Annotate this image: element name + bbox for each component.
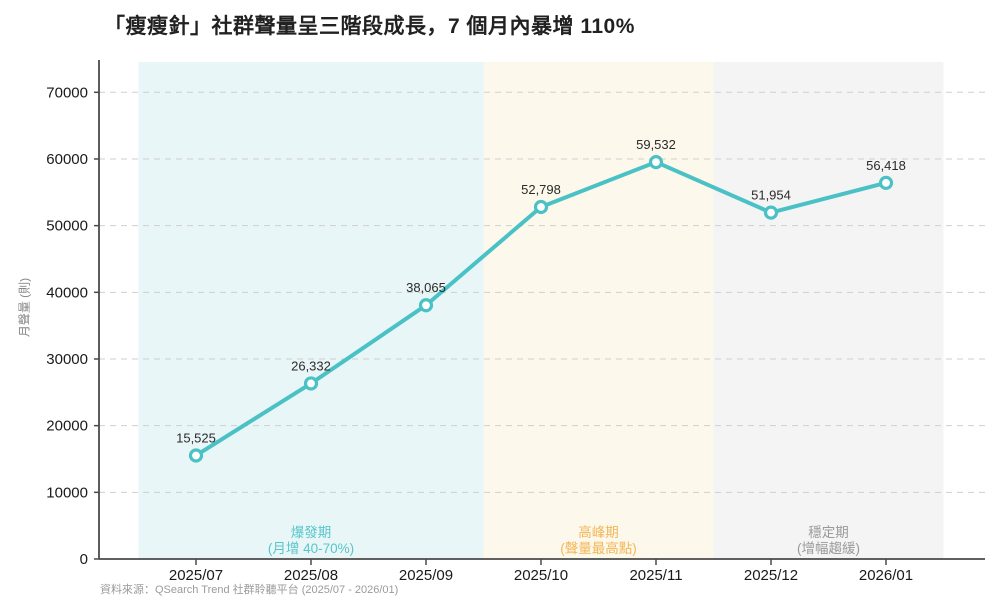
x-tick-label: 2026/01 bbox=[859, 567, 913, 584]
x-tick-label: 2025/07 bbox=[169, 567, 223, 584]
phase-sublabel: (增幅趨緩) bbox=[797, 541, 860, 556]
x-tick-label: 2025/11 bbox=[629, 567, 682, 584]
x-tick-label: 2025/10 bbox=[514, 567, 568, 584]
data-point-marker[interactable] bbox=[188, 448, 204, 463]
phase-band bbox=[483, 62, 714, 559]
data-point-marker[interactable] bbox=[878, 175, 894, 190]
data-point-label: 51,954 bbox=[751, 188, 791, 203]
phase-label: 爆發期 bbox=[291, 525, 332, 540]
y-tick-label: 20000 bbox=[46, 418, 88, 435]
data-point-label: 26,332 bbox=[291, 358, 331, 373]
data-point-marker[interactable] bbox=[418, 298, 434, 313]
data-point-marker[interactable] bbox=[763, 205, 779, 220]
page-title: 「瘦瘦針」社群聲量呈三階段成長，7 個月內暴增 110% bbox=[104, 15, 635, 38]
data-point-label: 59,532 bbox=[636, 137, 676, 152]
phase-band bbox=[138, 62, 484, 559]
x-tick-label: 2025/12 bbox=[744, 567, 798, 584]
y-tick-label: 30000 bbox=[46, 351, 88, 368]
phase-sublabel: (聲量最高點) bbox=[560, 540, 637, 556]
phase-sublabel: (月增 40-70%) bbox=[268, 541, 354, 556]
y-tick-label: 50000 bbox=[46, 218, 88, 235]
data-point-label: 15,525 bbox=[176, 430, 216, 445]
data-point-label: 56,418 bbox=[866, 158, 906, 173]
y-tick-label: 60000 bbox=[46, 151, 88, 168]
data-point-label: 52,798 bbox=[521, 182, 561, 197]
y-tick-label: 70000 bbox=[46, 84, 88, 101]
phase-band bbox=[713, 62, 944, 559]
data-point-marker[interactable] bbox=[303, 376, 319, 391]
x-tick-label: 2025/09 bbox=[399, 567, 453, 584]
x-tick-label: 2025/08 bbox=[284, 567, 338, 584]
source-note: 資料來源：QSearch Trend 社群聆聽平台 (2025/07 - 202… bbox=[100, 584, 399, 596]
data-point-label: 38,065 bbox=[406, 280, 446, 295]
y-tick-label: 0 bbox=[80, 551, 88, 568]
data-point-marker[interactable] bbox=[648, 154, 664, 170]
data-point-marker[interactable] bbox=[533, 199, 549, 215]
y-tick-label: 40000 bbox=[46, 284, 88, 301]
y-tick-label: 10000 bbox=[46, 484, 88, 501]
phase-label: 穩定期 bbox=[808, 525, 849, 540]
phase-label: 高峰期 bbox=[578, 524, 619, 540]
